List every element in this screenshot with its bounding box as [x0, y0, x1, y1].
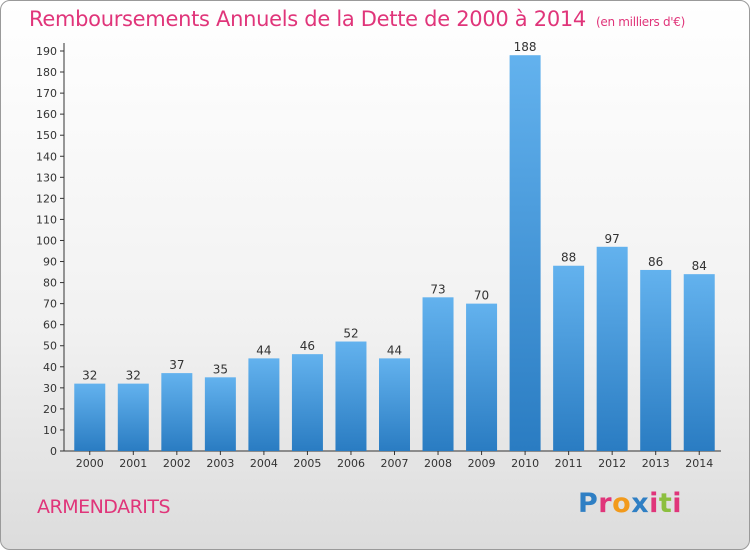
- x-tick-label: 2000: [76, 457, 104, 470]
- y-tick-label: 10: [43, 424, 57, 437]
- bar-2013: [640, 269, 672, 451]
- data-label: 73: [430, 282, 445, 296]
- chart-subtitle: (en milliers d'€): [596, 15, 686, 29]
- commune-name: ARMENDARITS: [37, 496, 171, 518]
- y-tick-label: 170: [36, 87, 57, 100]
- x-tick-label: 2010: [511, 457, 539, 470]
- chart-title: Remboursements Annuels de la Dette de 20…: [29, 7, 685, 31]
- data-label: 88: [561, 251, 576, 265]
- data-label: 44: [387, 343, 402, 357]
- bar-2007: [379, 358, 410, 451]
- y-tick-label: 130: [36, 171, 57, 184]
- x-tick-label: 2011: [555, 457, 583, 470]
- x-tick-label: 2002: [163, 457, 191, 470]
- x-tick-label: 2003: [206, 457, 234, 470]
- bars: [74, 55, 715, 452]
- data-label: 46: [300, 339, 315, 353]
- y-tick-label: 110: [36, 213, 57, 226]
- bar-2011: [553, 265, 585, 451]
- chart-title-text: Remboursements Annuels de la Dette de 20…: [29, 7, 586, 31]
- x-tick-label: 2004: [250, 457, 278, 470]
- y-tick-label: 100: [36, 234, 57, 247]
- y-tick-label: 140: [36, 150, 57, 163]
- bar-2010: [509, 55, 541, 452]
- y-tick-label: 160: [36, 108, 57, 121]
- data-label: 32: [126, 369, 141, 383]
- bar-2003: [204, 377, 236, 451]
- bar-2005: [291, 354, 323, 451]
- data-label: 70: [474, 289, 489, 303]
- data-label: 44: [256, 343, 271, 357]
- bar-2014: [683, 274, 715, 451]
- y-tick-label: 180: [36, 66, 57, 79]
- logo-letter: i: [649, 488, 659, 519]
- y-tick-label: 80: [43, 277, 57, 290]
- y-tick-label: 30: [43, 382, 57, 395]
- y-tick-label: 50: [43, 340, 57, 353]
- y-tick-label: 40: [43, 361, 57, 374]
- data-label: 37: [169, 358, 184, 372]
- data-label: 188: [514, 40, 537, 54]
- y-tick-label: 120: [36, 192, 57, 205]
- x-tick-label: 2006: [337, 457, 365, 470]
- x-tick-label: 2001: [119, 457, 147, 470]
- x-tick-label: 2007: [381, 457, 409, 470]
- y-tick-label: 150: [36, 129, 57, 142]
- x-tick-label: 2014: [685, 457, 713, 470]
- bar-2002: [161, 373, 193, 451]
- bar-2006: [335, 341, 367, 451]
- bar-2012: [596, 246, 628, 451]
- y-tick-label: 60: [43, 319, 57, 332]
- proxiti-logo: Proxiti: [578, 488, 682, 519]
- data-label: 35: [213, 362, 228, 376]
- x-tick-label: 2005: [293, 457, 321, 470]
- bar-2004: [248, 358, 280, 451]
- x-tick-label: 2012: [598, 457, 626, 470]
- bar-2001: [117, 383, 149, 451]
- logo-letter: t: [658, 488, 673, 519]
- bar-2009: [466, 303, 498, 451]
- logo-letter: P: [578, 488, 599, 519]
- bar-2000: [74, 383, 106, 451]
- y-tick-label: 20: [43, 403, 57, 416]
- x-tick-label: 2013: [642, 457, 670, 470]
- data-label: 86: [648, 255, 663, 269]
- data-label: 52: [343, 327, 358, 341]
- logo-letter: o: [612, 488, 632, 519]
- bar-2008: [422, 297, 454, 451]
- data-label: 32: [82, 369, 97, 383]
- x-tick-label: 2008: [424, 457, 452, 470]
- y-tick-label: 90: [43, 256, 57, 269]
- y-tick-label: 70: [43, 298, 57, 311]
- logo-letter: i: [672, 488, 683, 519]
- x-tick-label: 2009: [468, 457, 496, 470]
- data-label: 97: [605, 232, 620, 246]
- y-tick-label: 0: [50, 445, 57, 458]
- data-label: 84: [692, 259, 707, 273]
- logo-letter: r: [598, 488, 613, 519]
- y-tick-label: 190: [36, 45, 57, 58]
- data-labels: 32 32 37 35 44 46 52 44 73 70 188 88 97 86 84: [82, 40, 707, 382]
- logo-letter: x: [631, 488, 650, 519]
- axes: 0 10 20 30 40 50 60 70 80 90 100 110 120 130 140 150 160…: [36, 43, 721, 470]
